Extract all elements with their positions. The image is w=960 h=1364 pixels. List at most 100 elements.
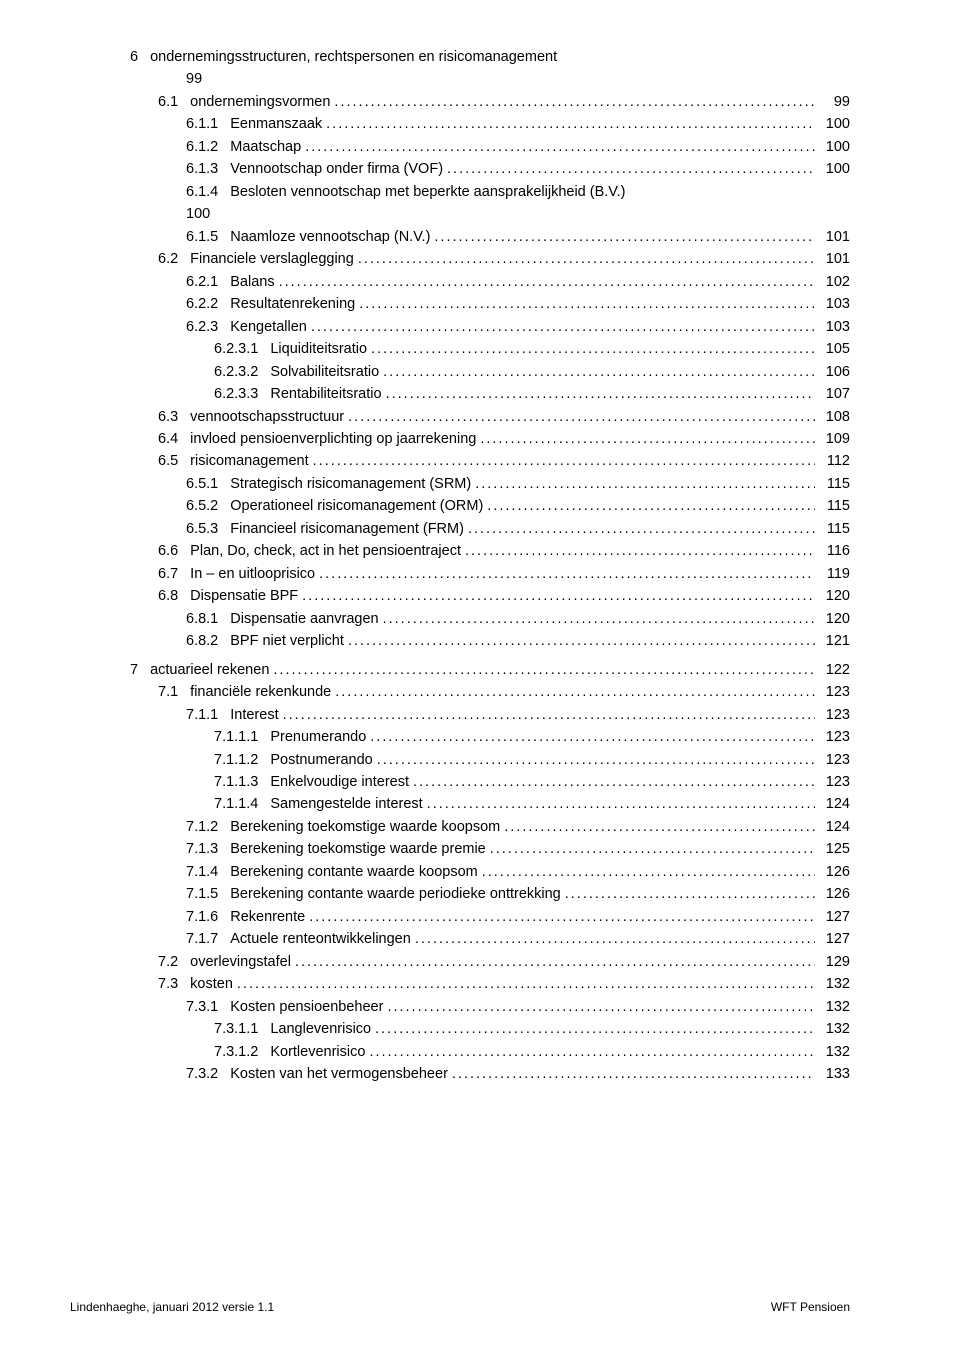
toc-number: 6.2.3 — [186, 316, 230, 338]
toc-number: 7.3.2 — [186, 1063, 230, 1085]
toc-entry: 7.1.2Berekening toekomstige waarde koops… — [130, 816, 850, 838]
toc-leader-dots: ........................................… — [291, 951, 815, 973]
toc-number: 6.2 — [158, 248, 190, 270]
toc-leader-dots: ........................................… — [322, 113, 815, 135]
toc-entry: 7.3kosten...............................… — [130, 973, 850, 995]
toc-number: 6.2.2 — [186, 293, 230, 315]
toc-page-number: 127 — [815, 906, 850, 928]
toc-page-number: 115 — [815, 473, 850, 495]
toc-title: kosten — [190, 973, 233, 995]
toc-entry: 6.2.1Balans.............................… — [130, 271, 850, 293]
toc-number: 6.5 — [158, 450, 190, 472]
toc-page-number: 122 — [815, 659, 850, 681]
toc-number: 7.3.1 — [186, 996, 230, 1018]
toc-wrap-page: 100 — [130, 203, 850, 225]
toc-number: 6.5.2 — [186, 495, 230, 517]
toc-entry: 6.2.2Resultatenrekening.................… — [130, 293, 850, 315]
toc-page-number: 123 — [815, 749, 850, 771]
toc-leader-dots: ........................................… — [330, 91, 815, 113]
toc-title: Liquiditeitsratio — [270, 338, 367, 360]
toc-number: 6.8 — [158, 585, 190, 607]
toc-page-number: 133 — [815, 1063, 850, 1085]
toc-page-number: 132 — [815, 973, 850, 995]
toc-page-number: 100 — [815, 136, 850, 158]
toc-leader-dots: ........................................… — [344, 630, 815, 652]
toc-leader-dots: ........................................… — [464, 518, 815, 540]
toc-number: 6.3 — [158, 406, 190, 428]
toc-page-number: 99 — [815, 91, 850, 113]
toc-title: vennootschapsstructuur — [190, 406, 344, 428]
toc-number: 7.1.7 — [186, 928, 230, 950]
toc-page-number: 120 — [815, 585, 850, 607]
toc-title: Enkelvoudige interest — [270, 771, 409, 793]
toc-entry: 6.5.3Financieel risicomanagement (FRM)..… — [130, 518, 850, 540]
toc-page-number: 123 — [815, 726, 850, 748]
toc-entry: 6.2Financiele verslaglegging............… — [130, 248, 850, 270]
toc-entry: 7actuarieel rekenen.....................… — [130, 659, 850, 681]
toc-number: 6.1.1 — [186, 113, 230, 135]
toc-title: Berekening toekomstige waarde koopsom — [230, 816, 500, 838]
toc-leader-dots: ........................................… — [483, 495, 815, 517]
toc-title: Maatschap — [230, 136, 301, 158]
toc-number: 6.5.1 — [186, 473, 230, 495]
toc-page-number: 121 — [815, 630, 850, 652]
toc-title: Financieel risicomanagement (FRM) — [230, 518, 464, 540]
toc-number: 7.3 — [158, 973, 190, 995]
toc-title: Postnumerando — [270, 749, 372, 771]
toc-title: Dispensatie aanvragen — [230, 608, 378, 630]
toc-number: 7.1.1 — [186, 704, 230, 726]
toc-number: 7.1.3 — [186, 838, 230, 860]
toc-title: Kortlevenrisico — [270, 1041, 365, 1063]
toc-leader-dots: ........................................… — [411, 928, 815, 950]
toc-number: 6.1.2 — [186, 136, 230, 158]
toc-page: 6ondernemingsstructuren, rechtspersonen … — [0, 0, 960, 1086]
toc-wrap-page: 99 — [130, 68, 850, 90]
toc-leader-dots: ........................................… — [309, 450, 815, 472]
footer-left: Lindenhaeghe, januari 2012 versie 1.1 — [70, 1300, 274, 1314]
toc-number: 7.1.1.3 — [214, 771, 270, 793]
toc-number: 7.1.2 — [186, 816, 230, 838]
toc-page-number: 116 — [815, 540, 850, 562]
toc-entry: 7.1.1.3Enkelvoudige interest............… — [130, 771, 850, 793]
toc-list: 6ondernemingsstructuren, rechtspersonen … — [130, 46, 850, 1086]
toc-number: 6.5.3 — [186, 518, 230, 540]
toc-number: 6.1 — [158, 91, 190, 113]
toc-leader-dots: ........................................… — [307, 316, 815, 338]
toc-title: ondernemingsstructuren, rechtspersonen e… — [150, 46, 557, 68]
toc-leader-dots: ........................................… — [443, 158, 815, 180]
toc-page-number: 103 — [815, 293, 850, 315]
toc-page-number: 127 — [815, 928, 850, 950]
toc-entry: 6.1.2Maatschap..........................… — [130, 136, 850, 158]
toc-leader-dots: ........................................… — [365, 1041, 815, 1063]
toc-entry: 7.3.1.2Kortlevenrisico..................… — [130, 1041, 850, 1063]
toc-leader-dots: ........................................… — [471, 473, 815, 495]
toc-page-number: 103 — [815, 316, 850, 338]
toc-page-number: 101 — [815, 248, 850, 270]
page-footer: Lindenhaeghe, januari 2012 versie 1.1 WF… — [70, 1300, 850, 1314]
toc-number: 7.1.1.1 — [214, 726, 270, 748]
toc-page-number: 100 — [815, 113, 850, 135]
toc-page-number: 107 — [815, 383, 850, 405]
toc-entry: 7.1.7Actuele renteontwikkelingen........… — [130, 928, 850, 950]
toc-leader-dots: ........................................… — [233, 973, 815, 995]
toc-entry: 6.1.4Besloten vennootschap met beperkte … — [130, 181, 850, 203]
toc-page-number: 115 — [815, 518, 850, 540]
toc-page-number: 126 — [815, 861, 850, 883]
toc-title: Prenumerando — [270, 726, 366, 748]
toc-title: Berekening contante waarde periodieke on… — [230, 883, 561, 905]
toc-page-number: 124 — [815, 816, 850, 838]
toc-leader-dots: ........................................… — [331, 681, 815, 703]
toc-entry: 6.1.5Naamloze vennootschap (N.V.).......… — [130, 226, 850, 248]
toc-entry: 6.1.1Eenmanszaak........................… — [130, 113, 850, 135]
toc-number: 6.1.5 — [186, 226, 230, 248]
toc-title: Rentabiliteitsratio — [270, 383, 381, 405]
toc-title: Samengestelde interest — [270, 793, 422, 815]
toc-title: overlevingstafel — [190, 951, 291, 973]
toc-entry: 7.1.1.1Prenumerando.....................… — [130, 726, 850, 748]
toc-page-number: 123 — [815, 771, 850, 793]
toc-leader-dots: ........................................… — [367, 338, 815, 360]
toc-title: Kengetallen — [230, 316, 307, 338]
toc-leader-dots: ........................................… — [279, 704, 815, 726]
toc-title: Resultatenrekening — [230, 293, 355, 315]
toc-leader-dots: ........................................… — [382, 383, 815, 405]
